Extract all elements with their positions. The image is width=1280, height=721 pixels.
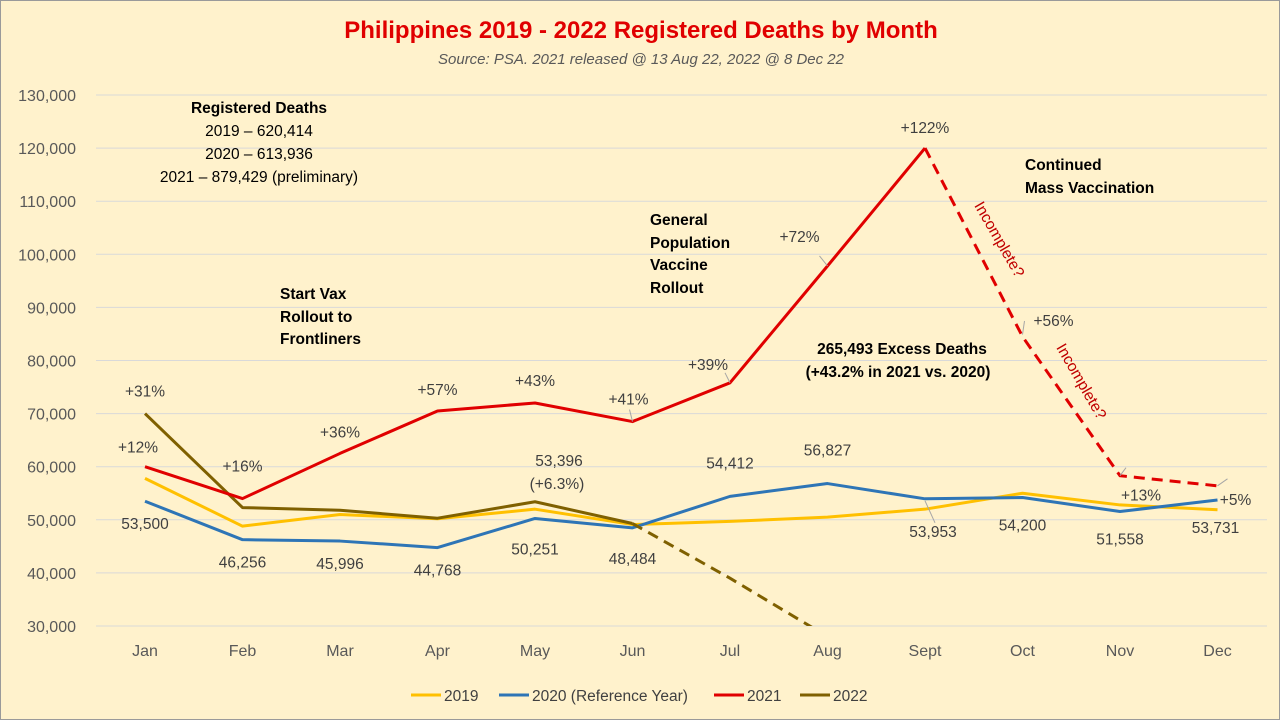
x-axis: Jan Feb Mar Apr May Jun Jul Aug Sept Oct Nov Dec — [132, 643, 1232, 660]
chart-subtitle: Source: PSA. 2021 released @ 13 Aug 22, … — [438, 51, 845, 68]
legend-label-2021: 2021 — [747, 688, 781, 705]
leader-line — [1119, 467, 1127, 477]
registered-line-2019: 2019 – 620,414 — [205, 123, 313, 140]
series-line-2021-projected — [923, 147, 1218, 488]
data-label: (+6.3%) — [530, 476, 585, 493]
series-line-2020-reference-year — [144, 482, 1218, 550]
x-tick-label: Mar — [326, 643, 354, 660]
series-line-2022-projected — [631, 522, 813, 626]
leader-line — [819, 255, 828, 267]
data-label: 53,731 — [1192, 520, 1239, 537]
legend-label-2020-reference-year: 2020 (Reference Year) — [532, 688, 688, 705]
x-tick-label: Oct — [1010, 643, 1035, 660]
x-tick-label: Nov — [1106, 643, 1134, 660]
leader-line — [924, 500, 936, 524]
incomplete-label-2: Incomplete? — [1052, 341, 1109, 423]
x-tick-label: Dec — [1203, 643, 1231, 660]
legend: 2019 2020 (Reference Year) 2021 2022 — [411, 688, 867, 705]
data-label: 45,996 — [316, 556, 363, 573]
general-pop-line-4: Rollout — [650, 280, 703, 297]
data-labels: 53,500 46,256 45,996 44,768 50,251 48,484 54,4… — [118, 120, 1251, 579]
data-label: +13% — [1121, 488, 1161, 505]
data-label: 50,251 — [511, 541, 558, 558]
y-tick-label: 80,000 — [27, 354, 76, 371]
series-lines — [143, 147, 1218, 626]
data-label: +16% — [222, 459, 262, 476]
data-label: +43% — [515, 373, 555, 390]
y-axis: 130,000 120,000 110,000 100,000 90,000 80,000… — [18, 88, 76, 636]
x-tick-label: May — [520, 643, 550, 660]
leader-line — [1217, 478, 1228, 487]
x-tick-label: Aug — [813, 643, 841, 660]
data-label: 46,256 — [219, 555, 266, 572]
registered-line-2021: 2021 – 879,429 (preliminary) — [160, 169, 358, 186]
start-vax-line-3: Frontliners — [280, 331, 361, 348]
data-label: +122% — [901, 120, 950, 137]
general-pop-line-3: Vaccine — [650, 257, 708, 274]
data-label: 44,768 — [414, 563, 461, 580]
chart-title: Philippines 2019 - 2022 Registered Death… — [344, 17, 938, 44]
registered-title: Registered Deaths — [191, 100, 327, 117]
x-tick-label: Feb — [229, 643, 257, 660]
data-label: +12% — [118, 440, 158, 457]
excess-deaths-note: 265,493 Excess Deaths (+43.2% in 2021 vs… — [806, 341, 991, 381]
series-line-2019 — [144, 477, 1218, 528]
data-label: +5% — [1220, 492, 1252, 509]
y-tick-label: 70,000 — [27, 407, 76, 424]
data-label: 53,396 — [535, 453, 582, 470]
data-label: +57% — [417, 382, 457, 399]
y-tick-label: 50,000 — [27, 513, 76, 530]
legend-label-2019: 2019 — [444, 688, 478, 705]
incomplete-label-1: Incomplete? — [970, 199, 1027, 281]
data-label: 54,200 — [999, 517, 1047, 534]
y-tick-label: 90,000 — [27, 300, 76, 317]
data-label: 56,827 — [804, 443, 851, 460]
data-label: 54,412 — [706, 455, 753, 472]
data-label: +39% — [688, 357, 728, 374]
series-line-2021 — [144, 147, 927, 501]
continued-line-1: Continued — [1025, 157, 1102, 174]
general-population-note: General Population Vaccine Rollout — [650, 212, 730, 297]
data-label: +72% — [779, 229, 819, 246]
registered-line-2020: 2020 – 613,936 — [205, 146, 313, 163]
data-label: +36% — [320, 424, 360, 441]
data-label: +31% — [125, 384, 165, 401]
y-tick-label: 110,000 — [19, 194, 76, 211]
leader-line — [724, 372, 731, 384]
registered-deaths-note: Registered Deaths 2019 – 620,414 2020 – … — [160, 100, 358, 186]
x-tick-label: Jul — [720, 643, 740, 660]
gridlines — [96, 94, 1267, 627]
data-label: 51,558 — [1096, 532, 1143, 549]
leader-line — [629, 409, 633, 422]
start-vax-line-2: Rollout to — [280, 309, 352, 326]
leader-line — [1022, 320, 1025, 335]
excess-line-2: (+43.2% in 2021 vs. 2020) — [806, 364, 991, 381]
excess-line-1: 265,493 Excess Deaths — [817, 341, 987, 358]
general-pop-line-2: Population — [650, 235, 730, 252]
start-vax-line-1: Start Vax — [280, 286, 347, 303]
data-label: 53,500 — [121, 516, 169, 533]
y-tick-label: 30,000 — [27, 619, 76, 636]
x-tick-label: Jan — [132, 643, 158, 660]
legend-label-2022: 2022 — [833, 688, 867, 705]
y-tick-label: 120,000 — [18, 141, 76, 158]
y-tick-label: 40,000 — [27, 566, 76, 583]
x-tick-label: Sept — [909, 643, 942, 660]
y-tick-label: 130,000 — [18, 88, 76, 105]
data-label: +41% — [608, 392, 648, 409]
x-tick-label: Jun — [620, 643, 646, 660]
start-vax-note: Start Vax Rollout to Frontliners — [280, 286, 361, 348]
general-pop-line-1: General — [650, 212, 708, 229]
y-tick-label: 100,000 — [18, 247, 76, 264]
continued-vaccination-note: Continued Mass Vaccination — [1025, 157, 1154, 197]
data-label: 53,953 — [909, 524, 956, 541]
y-tick-label: 60,000 — [27, 460, 76, 477]
continued-line-2: Mass Vaccination — [1025, 180, 1154, 197]
x-tick-label: Apr — [425, 643, 451, 660]
data-label: 48,484 — [609, 551, 657, 568]
data-label: +56% — [1033, 313, 1073, 330]
